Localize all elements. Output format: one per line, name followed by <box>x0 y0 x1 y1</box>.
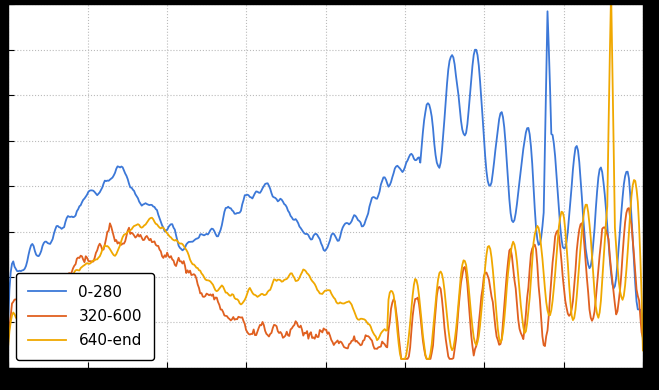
640-end <box>306 274 314 278</box>
0-280 <box>382 177 390 182</box>
0-280 <box>310 233 318 238</box>
640-end <box>310 280 318 285</box>
320-600 <box>639 335 647 340</box>
320-600 <box>625 206 633 211</box>
0-280 <box>306 236 314 240</box>
Line: 0-280: 0-280 <box>8 11 643 341</box>
640-end <box>526 295 534 300</box>
0-280 <box>525 126 532 130</box>
320-600 <box>348 339 356 343</box>
Line: 320-600: 320-600 <box>8 208 643 359</box>
0-280 <box>544 9 552 14</box>
320-600 <box>526 267 534 271</box>
0-280 <box>348 219 356 223</box>
640-end <box>626 211 634 216</box>
320-600 <box>306 332 314 336</box>
320-600 <box>4 337 12 341</box>
320-600 <box>310 335 318 340</box>
0-280 <box>639 339 647 343</box>
Legend: 0-280, 320-600, 640-end: 0-280, 320-600, 640-end <box>16 273 154 360</box>
640-end <box>4 344 12 348</box>
0-280 <box>4 319 12 324</box>
640-end <box>397 356 405 361</box>
0-280 <box>625 176 633 181</box>
320-600 <box>626 216 634 220</box>
320-600 <box>397 356 405 361</box>
640-end <box>639 348 647 353</box>
640-end <box>348 302 356 307</box>
Line: 640-end: 640-end <box>8 0 643 359</box>
640-end <box>382 328 390 333</box>
320-600 <box>382 344 390 349</box>
